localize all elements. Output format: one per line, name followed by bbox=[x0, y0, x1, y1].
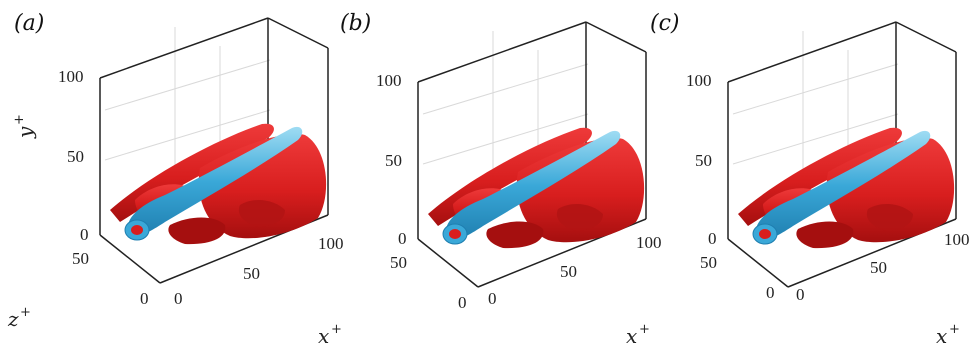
x-tick-50: 50 bbox=[870, 258, 887, 277]
panel-label-c: (c) bbox=[650, 11, 680, 36]
x-axis-sup: + bbox=[639, 322, 650, 337]
y-tick-50: 50 bbox=[67, 147, 84, 166]
x-axis-var: x bbox=[318, 324, 329, 346]
axis-ticks-b: 100 50 0 50 0 0 50 100 bbox=[376, 71, 662, 312]
x-tick-0: 0 bbox=[174, 289, 183, 308]
x-tick-0: 0 bbox=[488, 289, 497, 308]
y-tick-100: 100 bbox=[686, 71, 712, 90]
y-axis-var: y bbox=[13, 126, 37, 139]
axis-ticks-a: 100 50 0 50 0 0 50 100 bbox=[58, 67, 344, 308]
z-tick-50: 50 bbox=[700, 253, 717, 272]
y-axis-sup: + bbox=[12, 114, 27, 125]
isosurface-plot-a bbox=[99, 17, 329, 284]
panel-label-a: (a) bbox=[14, 11, 44, 36]
panel-c bbox=[727, 21, 957, 288]
y-tick-50: 50 bbox=[385, 151, 402, 170]
x-tick-100: 100 bbox=[636, 233, 662, 252]
x-tick-50: 50 bbox=[243, 264, 260, 283]
x-axis-var: x bbox=[626, 324, 637, 346]
x-axis-sup: + bbox=[331, 322, 342, 337]
x-axis-title-b: x + bbox=[626, 322, 650, 346]
panel-label-b: (b) bbox=[340, 11, 371, 36]
x-axis-title-c: x + bbox=[936, 322, 960, 346]
x-tick-100: 100 bbox=[944, 230, 970, 249]
isosurface-plot-c bbox=[727, 21, 957, 288]
x-tick-0: 0 bbox=[796, 285, 805, 304]
z-axis-var: z bbox=[7, 307, 19, 331]
z-tick-0: 0 bbox=[766, 283, 775, 302]
x-axis-sup: + bbox=[949, 322, 960, 337]
x-tick-50: 50 bbox=[560, 262, 577, 281]
panel-b bbox=[417, 21, 647, 288]
z-axis-sup: + bbox=[20, 305, 31, 320]
y-tick-0: 0 bbox=[708, 229, 717, 248]
x-axis-title-a: x + bbox=[318, 322, 342, 346]
z-tick-0: 0 bbox=[140, 289, 149, 308]
z-tick-50: 50 bbox=[390, 253, 407, 272]
z-tick-50: 50 bbox=[72, 249, 89, 268]
y-tick-100: 100 bbox=[376, 71, 402, 90]
axis-ticks-c: 100 50 0 50 0 0 50 100 bbox=[686, 71, 970, 304]
z-axis-title: z + bbox=[7, 305, 31, 331]
x-tick-100: 100 bbox=[318, 234, 344, 253]
y-tick-50: 50 bbox=[695, 151, 712, 170]
y-axis-title: y + bbox=[12, 114, 37, 139]
y-tick-0: 0 bbox=[398, 229, 407, 248]
x-axis-var: x bbox=[936, 324, 947, 346]
panel-a bbox=[99, 17, 329, 284]
z-tick-0: 0 bbox=[458, 293, 467, 312]
y-tick-100: 100 bbox=[58, 67, 84, 86]
isosurface-plot-b bbox=[417, 21, 647, 288]
y-tick-0: 0 bbox=[80, 225, 89, 244]
